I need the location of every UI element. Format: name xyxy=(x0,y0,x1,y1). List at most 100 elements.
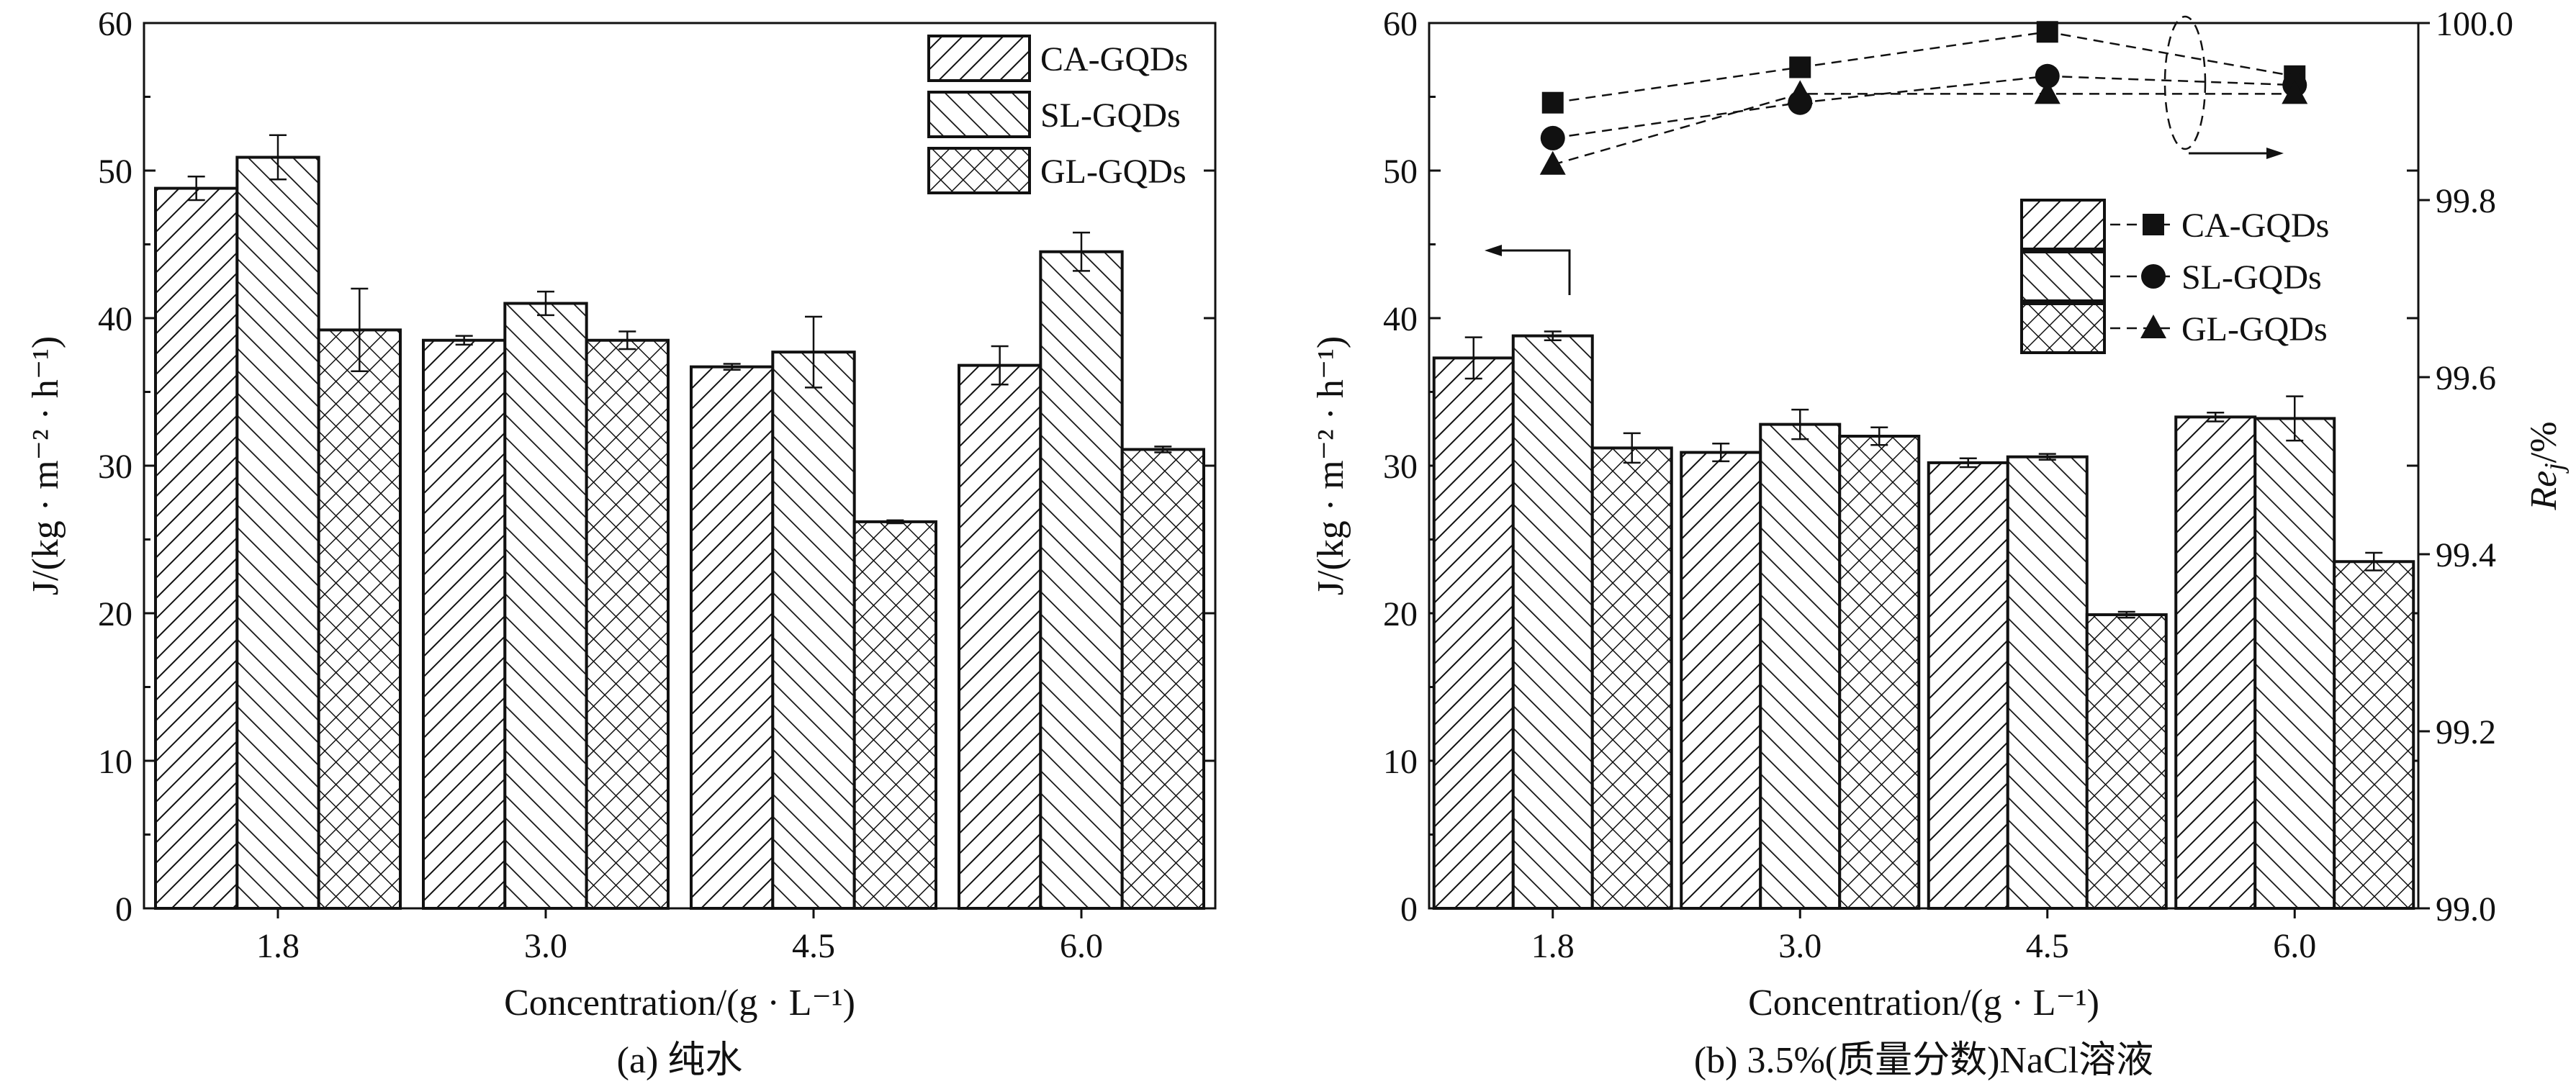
bar-gl-gqds-1.8 xyxy=(1590,446,1673,910)
y-tick-label: 0 xyxy=(115,890,132,928)
y-tick-label: 20 xyxy=(1383,595,1418,633)
y-tick-label: 20 xyxy=(98,595,132,633)
y-tick-label: 50 xyxy=(1383,153,1418,191)
x-tick-label: 1.8 xyxy=(1531,927,1575,965)
y2-tick-label: 99.6 xyxy=(2436,359,2496,397)
panel-b-legend: CA-GQDs SL-GQDs GL-GQDs xyxy=(2020,199,2329,354)
x-tick-label: 6.0 xyxy=(1060,927,1103,965)
left-axis-arrow xyxy=(1490,249,1571,295)
legend-label: CA-GQDs xyxy=(1040,40,1188,78)
bar-ca-gqds-3.0 xyxy=(422,338,507,910)
legend-label: SL-GQDs xyxy=(1040,96,1181,135)
bar-gl-gqds-6.0 xyxy=(2333,560,2415,910)
x-tick-label: 3.0 xyxy=(524,927,567,965)
y-tick-label: 10 xyxy=(98,743,132,781)
panel-b-caption: (b) 3.5%(质量分数)NaCl溶液 xyxy=(1694,1040,2153,1081)
x-tick-label: 4.5 xyxy=(792,927,835,965)
panel-b-rejection-lines xyxy=(1539,21,2308,175)
bar-sl-gqds-1.8 xyxy=(235,155,320,910)
rejection-marker-sl-gqds xyxy=(1540,125,1565,150)
legend-label: SL-GQDs xyxy=(2181,258,2322,297)
rejection-marker-gl-gqds xyxy=(2034,80,2061,104)
bar-ca-gqds-4.5 xyxy=(1927,461,2009,910)
rejection-marker-gl-gqds xyxy=(1539,150,1566,175)
legend-label: GL-GQDs xyxy=(2181,310,2328,348)
panel-a-legend: CA-GQDs SL-GQDs GL-GQDs xyxy=(927,35,1188,194)
legend-label: GL-GQDs xyxy=(1040,153,1186,191)
rejection-marker-sl-gqds xyxy=(2035,63,2060,89)
rejection-line-sl-gqds xyxy=(1552,75,2295,140)
bar-ca-gqds-6.0 xyxy=(2174,415,2257,910)
panel-b-right-y-axis-label-main: Re xyxy=(2523,471,2564,511)
panel-a-chart: 0 10 20 30 40 50 60 1.8 3.0 4.5 6.0 CA-GQDs SL-GQD… xyxy=(25,5,1217,1081)
legend-swatch-sl-gqds xyxy=(927,91,1031,138)
bar-sl-gqds-3.0 xyxy=(503,302,588,910)
y2-tick-label: 99.0 xyxy=(2436,890,2496,928)
panel-b-right-y-axis-label: Rej/% xyxy=(2523,421,2570,510)
panel-b-y-axis: 0 10 20 30 40 50 60 xyxy=(1383,5,2418,928)
rejection-marker-gl-gqds xyxy=(1787,80,1814,104)
panel-b-x-axis: 1.8 3.0 4.5 6.0 xyxy=(1531,908,2316,965)
x-tick-label: 4.5 xyxy=(2026,927,2069,965)
y2-tick-label: 99.4 xyxy=(2436,536,2496,574)
bar-ca-gqds-1.8 xyxy=(1432,356,1515,910)
panel-a-y-axis-label: J/(kg · m⁻² · h⁻¹) xyxy=(25,336,66,595)
y-tick-label: 40 xyxy=(98,300,132,338)
legend-swatch-sl-gqds xyxy=(2020,250,2106,302)
bar-ca-gqds-4.5 xyxy=(690,365,775,910)
y-tick-label: 50 xyxy=(98,153,132,191)
bar-gl-gqds-4.5 xyxy=(852,520,937,910)
panel-b-right-y-axis: 99.0 99.2 99.4 99.6 99.8 100.0 xyxy=(2418,5,2513,928)
bar-gl-gqds-6.0 xyxy=(1120,448,1205,910)
y-tick-label: 40 xyxy=(1383,300,1418,338)
y2-tick-label: 99.8 xyxy=(2436,182,2496,220)
rejection-line-ca-gqds xyxy=(1552,31,2295,104)
legend-label: CA-GQDs xyxy=(2181,207,2329,245)
panel-b-x-axis-label: Concentration/(g · L⁻¹) xyxy=(1748,982,2099,1024)
rejection-group-ellipse xyxy=(2163,15,2207,150)
bar-sl-gqds-3.0 xyxy=(1759,423,1842,910)
rejection-marker-ca-gqds xyxy=(1541,91,1564,114)
rejection-marker-ca-gqds xyxy=(2036,21,2058,43)
legend-swatch-gl-gqds xyxy=(2020,302,2106,354)
bar-sl-gqds-6.0 xyxy=(1039,250,1124,910)
panel-b-right-y-axis-label-suffix: /% xyxy=(2523,421,2564,463)
legend-marker-sl-gqds xyxy=(2141,264,2166,289)
bar-ca-gqds-3.0 xyxy=(1680,451,1762,910)
bar-gl-gqds-1.8 xyxy=(317,328,402,910)
bar-gl-gqds-3.0 xyxy=(1838,435,1921,910)
legend-marker-ca-gqds xyxy=(2143,214,2164,235)
y-tick-label: 60 xyxy=(98,5,132,43)
bar-sl-gqds-4.5 xyxy=(2006,455,2089,910)
x-tick-label: 1.8 xyxy=(256,927,300,965)
y-tick-label: 30 xyxy=(1383,448,1418,486)
panel-b-y-axis-label: J/(kg · m⁻² · h⁻¹) xyxy=(1310,336,1351,595)
bar-ca-gqds-1.8 xyxy=(154,186,239,910)
bar-sl-gqds-6.0 xyxy=(2253,417,2336,910)
rejection-marker-ca-gqds xyxy=(1789,56,1811,78)
right-axis-arrow-head xyxy=(2266,148,2284,159)
panel-a-caption: (a) 纯水 xyxy=(617,1040,743,1081)
bar-sl-gqds-4.5 xyxy=(771,351,856,910)
panel-b-bars xyxy=(1432,330,2415,910)
bar-gl-gqds-4.5 xyxy=(2085,613,2168,910)
y-tick-label: 60 xyxy=(1383,5,1418,43)
legend-swatch-gl-gqds xyxy=(927,147,1031,194)
y-tick-label: 0 xyxy=(1400,890,1418,928)
bar-gl-gqds-3.0 xyxy=(585,338,670,910)
left-axis-arrow-head xyxy=(1485,245,1502,256)
y2-tick-label: 99.2 xyxy=(2436,713,2496,751)
bar-sl-gqds-1.8 xyxy=(1511,334,1594,910)
y2-tick-label: 100.0 xyxy=(2436,5,2513,43)
panel-a-bars xyxy=(154,134,1205,910)
panel-a-y-axis: 0 10 20 30 40 50 60 xyxy=(98,5,1215,928)
y-tick-label: 30 xyxy=(98,448,132,486)
x-tick-label: 6.0 xyxy=(2273,927,2316,965)
legend-marker-gl-gqds xyxy=(2140,315,2166,338)
rejection-line-gl-gqds xyxy=(1552,93,2295,166)
bar-ca-gqds-6.0 xyxy=(958,363,1042,910)
panel-a-x-axis: 1.8 3.0 4.5 6.0 xyxy=(256,908,1103,965)
legend-swatch-ca-gqds xyxy=(927,35,1031,82)
